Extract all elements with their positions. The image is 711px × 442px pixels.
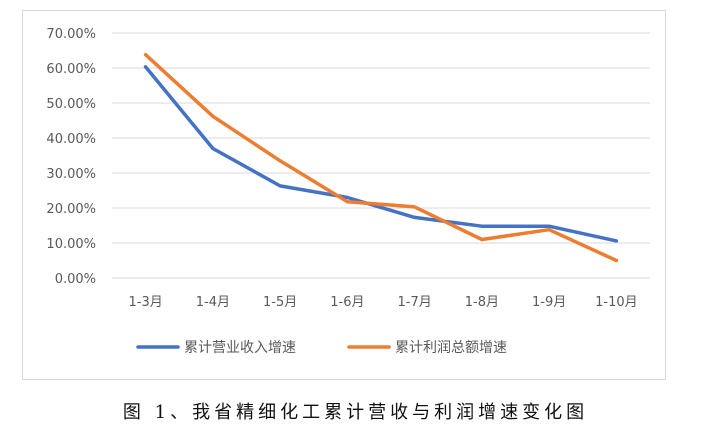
legend: 累计营业收入增速 累计利润总额增速	[136, 340, 507, 356]
data-point	[345, 200, 349, 204]
legend-label: 累计利润总额增速	[395, 340, 507, 356]
legend-label: 累计营业收入增速	[184, 340, 296, 356]
y-tick-label: 40.00%	[46, 132, 96, 147]
data-point	[144, 53, 148, 57]
y-tick-label: 10.00%	[46, 237, 96, 252]
series-lines	[143, 52, 619, 263]
data-point	[211, 147, 215, 150]
data-point	[480, 224, 484, 228]
x-tick-label: 1-7月	[398, 295, 432, 310]
x-tick-label: 1-8月	[465, 295, 499, 310]
gridlines	[112, 32, 650, 279]
data-point	[278, 184, 282, 188]
y-tick-label: 0.00%	[55, 272, 96, 287]
data-point	[278, 159, 282, 163]
data-point	[547, 224, 551, 228]
x-tick-label: 1-4月	[196, 295, 230, 310]
data-point	[480, 238, 484, 241]
data-point	[211, 114, 215, 118]
data-point	[144, 65, 148, 69]
x-tick-label: 1-10月	[595, 295, 638, 310]
data-point	[413, 215, 417, 219]
data-point	[614, 259, 618, 262]
y-tick-label: 30.00%	[46, 167, 96, 182]
y-tick-label: 20.00%	[46, 202, 96, 217]
data-point	[345, 196, 349, 199]
y-tick-label: 60.00%	[46, 62, 96, 77]
data-point	[547, 228, 551, 232]
data-point	[413, 205, 417, 209]
x-tick-label: 1-9月	[532, 295, 566, 310]
x-tick-label: 1-5月	[263, 295, 297, 310]
series-line-1	[143, 65, 619, 243]
x-tick-label: 1-3月	[129, 295, 163, 310]
figure-caption: 图 1、我省精细化工累计营收与利润增速变化图	[122, 402, 589, 423]
y-tick-label: 50.00%	[46, 97, 96, 112]
data-point	[614, 239, 618, 243]
series-line-2	[143, 52, 619, 263]
y-tick-label: 70.00%	[46, 27, 96, 42]
y-axis-ticks: 0.00% 10.00% 20.00% 30.00% 40.00% 50.00% 60.00…	[46, 27, 96, 287]
chart-frame	[22, 10, 666, 380]
x-axis-ticks: 1-3月 1-4月 1-5月 1-6月 1-7月 1-8月 1-9月 1-10月	[129, 295, 638, 310]
x-tick-label: 1-6月	[330, 295, 364, 310]
